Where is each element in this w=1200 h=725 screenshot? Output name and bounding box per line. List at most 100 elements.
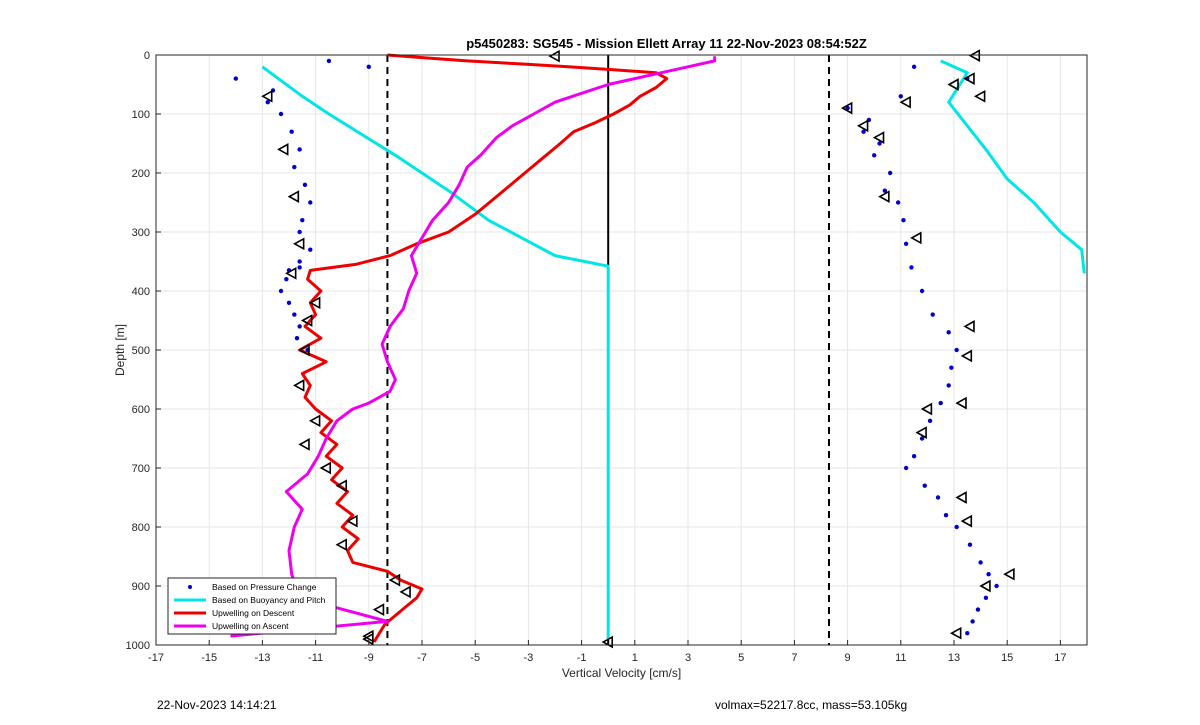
triangle-marker bbox=[362, 629, 374, 643]
chart-title: p5450283: SG545 - Mission Ellett Array 1… bbox=[466, 36, 867, 51]
triangle-marker bbox=[300, 314, 313, 327]
series-point-0 bbox=[308, 200, 313, 205]
triangle-marker bbox=[319, 461, 332, 475]
legend-entry-label: Upwelling on Descent bbox=[212, 608, 295, 618]
y-tick-label: 500 bbox=[132, 345, 150, 357]
triangle-marker bbox=[285, 266, 297, 280]
series-point-0 bbox=[265, 100, 270, 105]
triangle-marker bbox=[840, 101, 853, 115]
series-point-1 bbox=[970, 619, 975, 624]
series-point-1 bbox=[975, 607, 981, 612]
series-point-1 bbox=[911, 454, 917, 459]
series-point-1 bbox=[909, 265, 914, 270]
x-tick-label: -13 bbox=[254, 652, 270, 664]
x-tick-label: 9 bbox=[845, 652, 851, 664]
data-series bbox=[230, 53, 1086, 643]
series-point-1 bbox=[882, 188, 888, 193]
x-tick-label: -11 bbox=[308, 652, 323, 664]
triangle-marker bbox=[308, 414, 321, 428]
y-tick-label: 900 bbox=[132, 581, 150, 593]
triangle-marker bbox=[920, 402, 933, 416]
series-point-1 bbox=[965, 631, 970, 636]
legend-swatch bbox=[188, 585, 192, 589]
triangle-marker bbox=[947, 78, 959, 91]
triangle-marker bbox=[277, 143, 289, 156]
y-tick-label: 0 bbox=[144, 50, 150, 62]
triangle-marker bbox=[298, 438, 310, 451]
series-point-1 bbox=[898, 94, 903, 99]
series-line-3 bbox=[940, 59, 1086, 274]
x-tick-label: -17 bbox=[148, 652, 164, 664]
y-tick-label: 800 bbox=[132, 522, 150, 534]
triangle-marker bbox=[1003, 567, 1015, 581]
x-tick-label: 7 bbox=[791, 652, 797, 664]
series-point-1 bbox=[967, 542, 973, 547]
series-point-0 bbox=[302, 182, 308, 187]
triangle-marker bbox=[899, 95, 911, 109]
series-point-1 bbox=[903, 465, 909, 471]
triangle-marker bbox=[335, 538, 348, 552]
series-point-0 bbox=[297, 265, 302, 270]
triangle-marker bbox=[261, 89, 273, 103]
y-axis-label: Depth [m] bbox=[113, 324, 127, 376]
legend: Based on Pressure Change Based on Buoyanc… bbox=[167, 577, 337, 635]
legend-entry-label: Based on Buoyancy and Pitch bbox=[212, 595, 326, 605]
triangle-marker bbox=[960, 514, 973, 528]
y-tick-label: 300 bbox=[132, 227, 150, 239]
triangle-marker bbox=[973, 89, 986, 103]
series-point-0 bbox=[297, 229, 302, 235]
legend-entry-label: Upwelling on Ascent bbox=[212, 621, 289, 631]
series-point-1 bbox=[935, 495, 941, 500]
series-point-0 bbox=[308, 247, 313, 252]
triangle-marker bbox=[878, 190, 890, 203]
triangle-marker bbox=[979, 579, 991, 593]
triangle-marker bbox=[548, 49, 560, 63]
triangle-marker bbox=[963, 72, 975, 85]
series-point-1 bbox=[872, 153, 877, 158]
x-tick-label: -1 bbox=[577, 652, 587, 664]
series-point-1 bbox=[954, 524, 959, 530]
series-point-1 bbox=[938, 400, 943, 406]
triangle-marker bbox=[872, 131, 885, 144]
x-tick-label: 15 bbox=[1001, 652, 1013, 664]
series-line-4 bbox=[298, 53, 669, 643]
triangle-markers bbox=[261, 49, 1015, 649]
triangle-marker bbox=[950, 626, 962, 640]
x-tick-label: -7 bbox=[417, 652, 427, 664]
triangle-marker bbox=[399, 585, 411, 599]
x-tick-label: -5 bbox=[470, 652, 480, 664]
series-point-1 bbox=[994, 583, 999, 589]
series-point-1 bbox=[986, 572, 991, 577]
y-tick-label: 700 bbox=[132, 463, 150, 475]
series-line-2 bbox=[261, 65, 610, 640]
x-tick-label: -3 bbox=[524, 652, 534, 664]
series-point-1 bbox=[861, 129, 866, 134]
x-tick-label: 17 bbox=[1054, 652, 1066, 664]
triangle-marker bbox=[915, 426, 927, 439]
series-point-0 bbox=[284, 277, 289, 282]
series-line-5 bbox=[230, 56, 717, 638]
series-point-1 bbox=[901, 218, 906, 223]
series-point-0 bbox=[297, 259, 302, 264]
series-point-0 bbox=[233, 76, 238, 81]
x-tick-label: 1 bbox=[632, 652, 638, 664]
x-tick-label: 13 bbox=[948, 652, 960, 664]
series-point-1 bbox=[911, 64, 917, 70]
footer-timestamp: 22-Nov-2023 14:14:21 bbox=[157, 698, 277, 712]
y-tick-label: 600 bbox=[132, 404, 150, 416]
triangle-marker bbox=[963, 320, 975, 333]
triangle-marker bbox=[287, 190, 300, 203]
series-point-0 bbox=[289, 129, 294, 134]
series-point-0 bbox=[326, 58, 332, 64]
series-point-1 bbox=[845, 105, 850, 111]
x-tick-label: 11 bbox=[895, 652, 906, 664]
series-point-1 bbox=[930, 312, 935, 317]
axis-ticks: -17 -15 -13 -11 -9 -7 -5 -3 -1 1 3 5 7 9 11 13 15 1701002… bbox=[126, 50, 1067, 664]
x-tick-label: -9 bbox=[364, 652, 374, 664]
triangle-marker bbox=[955, 396, 967, 410]
series-point-1 bbox=[978, 560, 983, 565]
triangle-marker bbox=[960, 349, 973, 363]
series-point-1 bbox=[927, 418, 933, 423]
series-point-0 bbox=[300, 218, 305, 223]
y-tick-label: 100 bbox=[132, 109, 150, 121]
